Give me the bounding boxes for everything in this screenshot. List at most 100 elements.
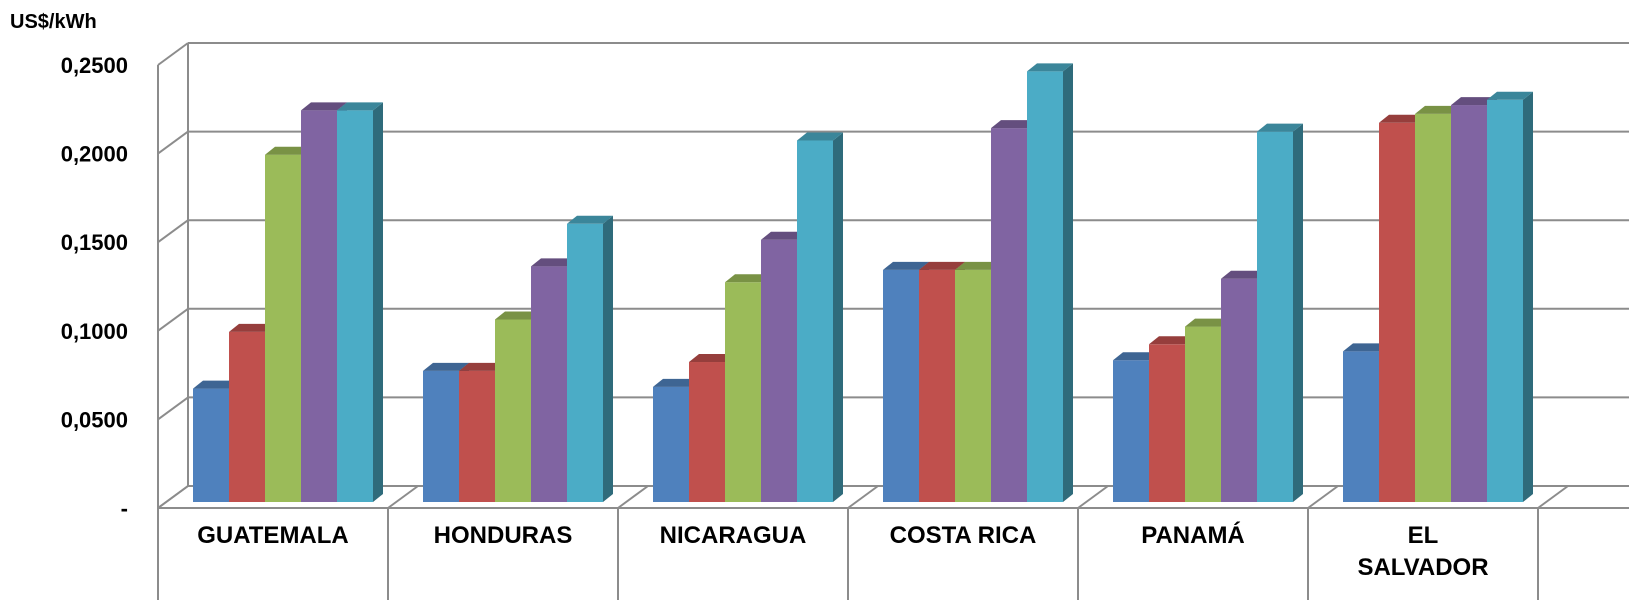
floor-divider [1077,485,1109,509]
bar-side [833,132,843,502]
bar-top [301,102,347,111]
gridline-depth [157,130,189,155]
x-category-label: GUATEMALA [197,522,349,549]
bar-front [1149,344,1185,502]
bar-side [1523,91,1533,503]
bar-top [423,362,469,371]
gridline-depth [157,307,189,332]
bar-front [301,110,337,502]
bar-top [567,215,613,224]
y-axis: - 0,0500 0,1000 0,1500 0,2000 0,2500 [61,53,128,521]
bar-front [1379,122,1415,503]
bar-front [1451,105,1487,503]
x-category-label: NICARAGUA [660,522,807,549]
bar-front [1027,71,1063,503]
bar-front [1487,99,1523,503]
bar-front [1185,326,1221,502]
bar-front [495,319,531,502]
bar-top [495,311,541,320]
bar-front [797,140,833,502]
y-tick-label: 0,1000 [61,319,128,344]
floor-divider [847,485,879,509]
bar-top [1487,91,1533,100]
bar-top [265,146,311,155]
bar-top [653,378,699,387]
y-tick-label: - [121,496,128,521]
bar-top [193,380,239,389]
bar-front [1113,360,1149,502]
bar-top [761,231,807,240]
bar-top [229,323,275,332]
bar [1487,91,1533,503]
bar-side [603,215,613,502]
floor-divider [387,485,419,509]
bar-top [1113,352,1159,361]
x-category-label: EL [1408,522,1439,549]
bar [567,215,613,502]
bar-side [373,102,383,502]
bar-top [531,258,577,267]
bar [1027,63,1073,503]
bar-top [1027,63,1073,72]
x-category-label: COSTA RICA [890,522,1037,549]
bar-top [883,261,929,270]
gridline-depth [157,219,189,244]
bar-front [761,239,797,502]
bar-top [725,274,771,283]
bar-top [1257,123,1303,132]
bar-front [193,388,229,502]
bar-front [337,110,373,502]
bar-front [229,331,265,502]
y-axis-label: US$/kWh [10,11,97,33]
bar-front [725,282,761,502]
bar-front [423,370,459,502]
bar-front [991,128,1027,502]
bar [1257,123,1303,503]
x-axis: GUATEMALA HONDURAS NICARAGUA COSTA RICA PANA… [157,508,1539,600]
bar-front [919,269,955,502]
x-category-label: HONDURAS [434,522,573,549]
x-category-label: PANAMÁ [1141,521,1245,549]
bar-top [1221,270,1267,279]
bar [337,102,383,502]
bar-front [1343,351,1379,502]
bar-side [1063,63,1073,503]
bar-side [1293,123,1303,502]
bar-top [459,362,505,371]
y-tick-label: 0,0500 [61,407,128,432]
bar-front [1221,278,1257,502]
bar-top [1379,114,1425,123]
bar-front [689,362,725,502]
y-tick-label: 0,1500 [61,230,128,255]
bar-front [653,386,689,502]
bar-top [1343,343,1389,352]
bar-front [459,370,495,502]
bar-front [1257,131,1293,503]
bar-top [991,120,1037,129]
gridline-depth [157,42,189,66]
floor-divider [1307,485,1339,509]
bar-top [955,261,1001,270]
bar-front [883,269,919,502]
bar-front [567,223,603,502]
y-tick-label: 0,2000 [61,142,128,167]
bar-top [797,132,843,141]
bar-front [531,266,567,502]
bar-top [1149,336,1195,345]
bar-front [265,154,301,503]
bar-top [689,354,735,363]
floor-divider [617,485,649,509]
bar-top [1451,97,1497,106]
bar-top [337,102,383,111]
bar-top [1185,318,1231,327]
bar-top [1415,105,1461,114]
y-tick-label: 0,2500 [61,53,128,78]
bar-top [919,261,965,270]
x-category-label: SALVADOR [1357,554,1488,581]
chart-bars [193,63,1533,503]
floor-divider [1537,485,1569,509]
bar [797,132,843,502]
floor-divider [157,485,189,509]
gridline-depth [157,396,189,421]
